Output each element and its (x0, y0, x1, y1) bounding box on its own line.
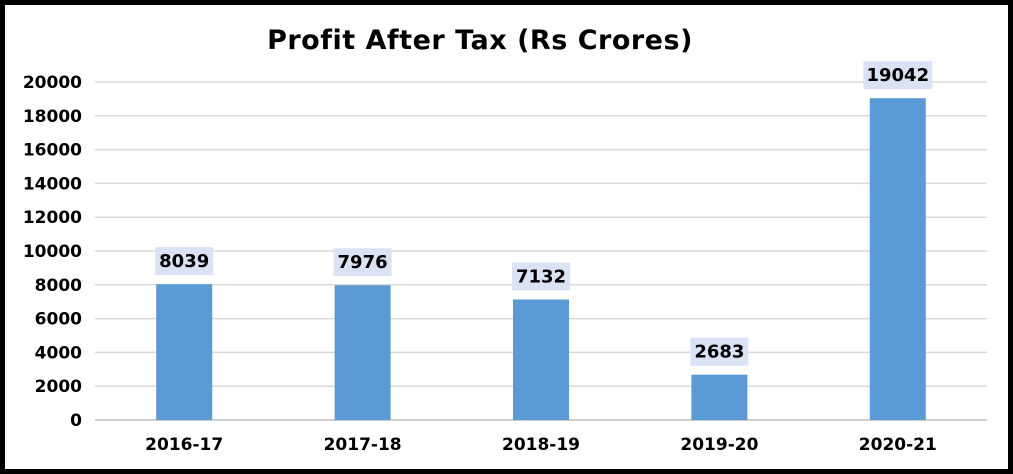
y-tick-label: 20000 (23, 73, 82, 93)
data-label: 19042 (866, 65, 929, 86)
data-label: 2683 (694, 342, 744, 363)
y-tick-label: 18000 (23, 107, 82, 127)
y-tick-label: 10000 (23, 242, 82, 262)
chart-title: Profit After Tax (Rs Crores) (267, 25, 693, 56)
x-tick-label: 2019-20 (680, 435, 758, 455)
data-label: 7132 (516, 266, 566, 287)
data-label: 8039 (159, 251, 209, 272)
y-tick-label: 2000 (35, 377, 82, 397)
x-tick-label: 2020-21 (859, 435, 937, 455)
bar (513, 299, 569, 420)
y-tick-label: 16000 (23, 141, 82, 161)
data-label-box (333, 248, 392, 277)
bar (869, 98, 926, 421)
x-tick-label: 2016-17 (145, 435, 223, 455)
data-label: 7976 (338, 252, 388, 273)
y-tick-label: 14000 (23, 174, 82, 194)
data-label-box (512, 262, 570, 291)
data-label-box (155, 247, 214, 276)
y-tick-label: 6000 (35, 310, 82, 330)
bar (691, 374, 748, 420)
x-tick-label: 2018-19 (502, 435, 580, 455)
bar-chart: 0 2000 4000 6000 8000 10000 12000 14000 16000 180… (23, 61, 987, 455)
data-label-box (690, 337, 749, 366)
y-tick-label: 4000 (35, 343, 82, 363)
bar (334, 285, 391, 420)
y-tick-label: 8000 (35, 276, 82, 296)
y-tick-label: 12000 (23, 208, 82, 228)
bar (156, 284, 213, 420)
y-tick-label: 0 (70, 411, 82, 431)
data-label-box (863, 61, 933, 90)
x-tick-label: 2017-18 (324, 435, 402, 455)
